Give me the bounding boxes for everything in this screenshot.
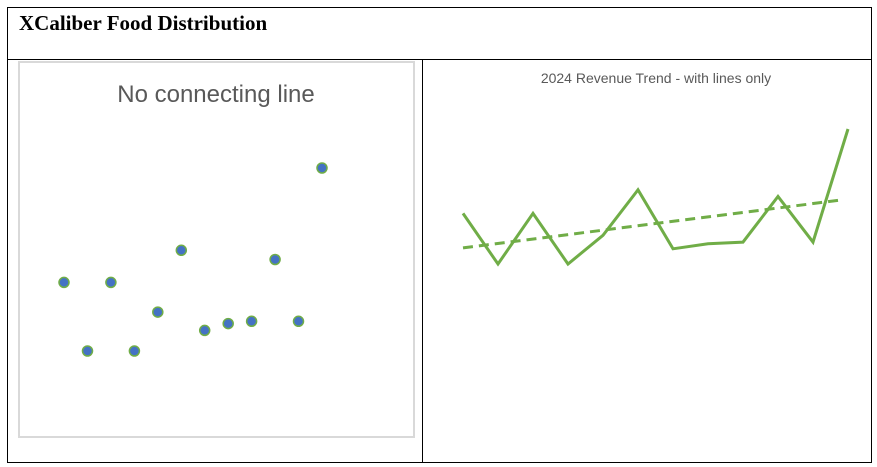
line-chart-title: 2024 Revenue Trend - with lines only (541, 70, 771, 86)
scatter-chart-title: No connecting line (117, 81, 314, 108)
scatter-point (105, 276, 117, 289)
scatter-point (58, 276, 70, 289)
scatter-point (245, 315, 258, 328)
page-title: XCaliber Food Distribution (19, 11, 268, 35)
scatter-point (128, 345, 141, 357)
line-series (461, 128, 850, 267)
scatter-point (269, 253, 281, 266)
scatter-chart-area[interactable] (18, 61, 415, 438)
scatter-point (152, 306, 164, 318)
scatter-point (198, 324, 211, 337)
scatter-point (81, 345, 94, 357)
scatter-point (292, 315, 305, 328)
trendline (462, 198, 843, 250)
revenue-line (461, 128, 850, 267)
scatter-point (316, 162, 328, 174)
right-cell (422, 59, 872, 463)
scatter-point (222, 317, 234, 330)
scatter-points (58, 162, 328, 357)
scatter-point (175, 244, 188, 257)
